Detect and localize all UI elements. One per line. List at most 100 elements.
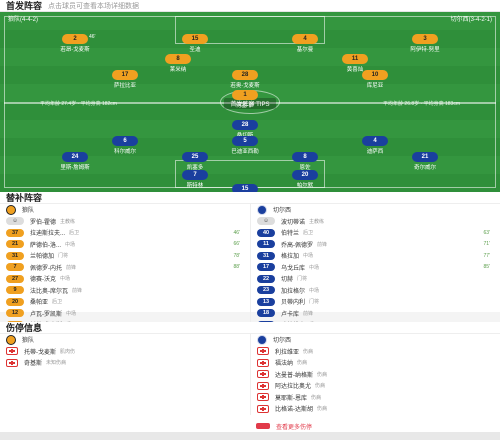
home-player[interactable]: 11 黄喜灿 (325, 54, 385, 73)
player-name: 恩佐 (299, 165, 311, 171)
injury-type: 未知伤病 (46, 360, 67, 367)
sub-player-row[interactable]: 40 伯特兰 后卫 63' (251, 227, 500, 239)
sub-player-row[interactable]: 27 德赛-沃克 中场 (0, 273, 250, 285)
subs-away-team[interactable]: 切尔西 (251, 204, 500, 216)
injury-row[interactable]: 托蒂-戈麦斯 肌肉伤 (0, 346, 250, 358)
away-player[interactable]: 7 斯特林 (165, 170, 225, 189)
home-player[interactable]: 4 基尔曼 (275, 34, 335, 53)
sub-player-row[interactable]: 18 卢卡库 前锋 (251, 308, 500, 320)
home-player[interactable]: 17 萨拉比亚 (95, 70, 155, 89)
player-position: 中场 (303, 253, 314, 260)
injury-row[interactable]: 莫耶斯-恩库 伤病 (251, 392, 500, 404)
sub-in-time: 66' (233, 241, 240, 248)
player-position: 前锋 (317, 241, 328, 248)
player-number: 11 (257, 240, 275, 249)
injury-row[interactable]: 福法纳 伤病 (251, 357, 500, 369)
sub-player-row[interactable]: 7 佩德罗-内托 前锋 88' (0, 262, 250, 274)
team-name: 狼队 (22, 208, 35, 215)
away-player[interactable]: 5 巴迪亚西勒 (215, 136, 275, 155)
injuries-title: 伤停信息 (0, 322, 500, 334)
sub-player-row[interactable]: 22 切赫 门将 (251, 273, 500, 285)
player-number: 31 (6, 251, 24, 260)
more-injuries-link[interactable]: 查看更多伤停 (250, 420, 500, 432)
player-name: 斯特林 (186, 183, 204, 189)
sub-player-row[interactable]: 21 萨德伯-洛... 中场 66' (0, 239, 250, 251)
player-name: 波切蒂诺 (281, 219, 306, 226)
player-number: 4 (362, 136, 388, 146)
player-position: 门将 (297, 276, 308, 283)
player-number: 5 (232, 136, 258, 146)
away-player[interactable]: 6 科尔威尔 (95, 136, 155, 155)
injury-icon (257, 404, 269, 413)
player-name: 乔高-佩德罗 (281, 242, 313, 249)
away-player[interactable]: 20 帕尔默 (275, 170, 335, 189)
away-player[interactable]: 25 凯塞多 (165, 152, 225, 171)
sub-in-time: 71' (483, 241, 490, 248)
away-player[interactable]: 15杰克逊 (215, 184, 275, 192)
player-name: 罗伯-霍德 (30, 219, 56, 226)
player-name: 佩德罗-内托 (30, 265, 62, 272)
wolves-logo-icon (6, 204, 16, 215)
sub-player-row[interactable]: 9 法比奥-席尔瓦 前锋 (0, 285, 250, 297)
injury-row[interactable]: 奇基斯 未知伤病 (0, 357, 250, 369)
sub-in-time: 78' (233, 252, 240, 259)
subs-home-team[interactable]: 狼队 (0, 204, 250, 216)
injury-row[interactable]: 阿达拉比奥尤 伤病 (251, 380, 500, 392)
home-player[interactable]: 3 阿伊特-努里 (395, 34, 455, 53)
chelsea-logo-icon (257, 204, 267, 215)
player-number: 10 (362, 70, 388, 80)
home-player[interactable]: 15 圣迪 (165, 34, 225, 53)
player-name: 切赫 (281, 277, 294, 284)
player-position: 中场 (60, 276, 71, 283)
injury-icon (257, 381, 269, 390)
player-name: 萨德伯-洛... (30, 242, 61, 249)
player-name: 黄喜灿 (346, 67, 364, 73)
injury-row[interactable]: 比格诺-达斯胡 伤病 (251, 403, 500, 415)
home-player[interactable]: 1 何塞-萨 (215, 90, 275, 109)
away-player[interactable]: 21 奇尔威尔 (395, 152, 455, 171)
sub-in-time: 77' (483, 252, 490, 259)
sub-player-row[interactable]: 31 格拉加 中场 77' (251, 250, 500, 262)
away-player[interactable]: 8 恩佐 (275, 152, 335, 171)
home-player[interactable]: 10 库尼亚 (345, 70, 405, 89)
injuries-away-team[interactable]: 切尔西 (251, 334, 500, 346)
injury-type: 伤病 (311, 394, 322, 401)
player-number: 1 (232, 90, 258, 100)
player-position: 中场 (65, 241, 76, 248)
player-position: 后卫 (52, 299, 63, 306)
sub-player-row[interactable]: 13 贝蒂内利 门将 (251, 296, 500, 308)
sub-player-row[interactable]: 31 兰帕德加 门将 78' (0, 250, 250, 262)
player-number: 7 (6, 263, 24, 272)
sub-player-row[interactable]: 12 卢瓦-罗凯斯 中场 (0, 308, 250, 320)
home-player[interactable]: 8 莱米纳 (148, 54, 208, 73)
away-player[interactable]: 4 迪萨西 (345, 136, 405, 155)
injury-type: 伤病 (317, 371, 328, 378)
home-player[interactable]: 28 若奥-戈麦斯 (215, 70, 275, 89)
player-number: 28 (232, 70, 258, 80)
player-position: 前锋 (303, 310, 314, 317)
injuries-home-team[interactable]: 狼队 (0, 334, 250, 346)
sub-player-row[interactable]: 20 桑帕亚 后卫 (0, 296, 250, 308)
team-name: 切尔西 (273, 208, 292, 215)
player-position: 门将 (309, 299, 320, 306)
player-number: 4 (292, 34, 318, 44)
home-team-formation: 狼队(4-4-2) (8, 17, 39, 23)
sub-player-row[interactable]: ☺ 波切蒂诺 主教练 (251, 216, 500, 228)
injuries-home-list: 狼队 托蒂-戈麦斯 肌肉伤 奇基斯 未知伤病 (0, 334, 250, 369)
sub-player-row[interactable]: 23 加拉格尔 中场 (251, 285, 500, 297)
injury-row[interactable]: 利拉维亚 伤病 (251, 346, 500, 358)
away-player[interactable]: 24 里斯-詹姆斯 (45, 152, 105, 171)
injury-row[interactable]: 达曼普-纳格斯 伤病 (251, 369, 500, 381)
sub-in-time: 63' (483, 229, 490, 236)
sub-player-row[interactable]: ☺ 罗伯-霍德 主教练 (0, 216, 250, 228)
player-name: 格拉加 (281, 254, 300, 261)
sub-player-row[interactable]: 37 拉迪斯拉夫... 后卫 46' (0, 227, 250, 239)
team-name: 切尔西 (273, 338, 292, 345)
sub-player-row[interactable]: 17 乌戈丘库 中场 85' (251, 262, 500, 274)
player-position: 后卫 (303, 230, 314, 237)
player-name: 库尼亚 (366, 83, 384, 89)
home-player[interactable]: 2 若昂-戈麦斯 46' (45, 34, 105, 53)
sub-player-row[interactable]: 11 乔高-佩德罗 前锋 71' (251, 239, 500, 251)
home-penalty-box (175, 16, 325, 44)
player-number: 17 (257, 263, 275, 272)
